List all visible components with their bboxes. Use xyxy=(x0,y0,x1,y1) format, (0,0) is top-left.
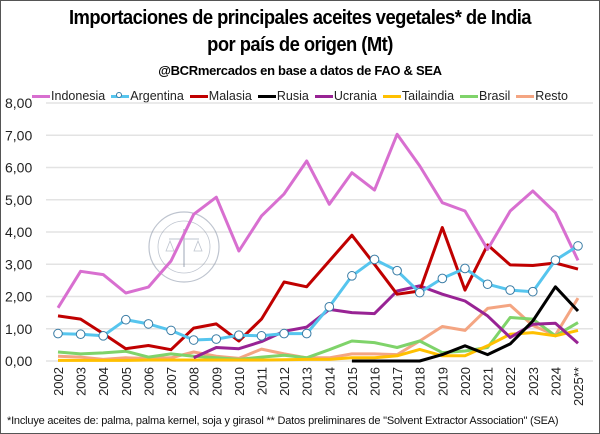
data-point-argentina xyxy=(98,331,109,341)
legend-label: Ucrania xyxy=(333,89,377,103)
legend-item-indonesia: Indonesia xyxy=(32,89,105,103)
y-tick-label: 3,00 xyxy=(5,256,32,272)
data-point-argentina xyxy=(347,271,357,281)
x-tick-label: 2014 xyxy=(322,367,337,396)
x-tick-label: 2011 xyxy=(254,367,269,395)
legend-item-rusia: Rusia xyxy=(257,89,309,103)
y-tick-label: 5,00 xyxy=(5,192,32,208)
x-tick-label: 2010 xyxy=(232,367,247,396)
x-tick-label: 2005 xyxy=(119,367,134,396)
data-point-argentina xyxy=(437,273,448,284)
data-point-argentina xyxy=(505,285,515,295)
x-tick-label: 2004 xyxy=(96,367,111,396)
x-tick-label: 2016 xyxy=(368,367,383,396)
legend-item-malasia: Malasia xyxy=(189,89,252,103)
x-tick-label: 2015 xyxy=(345,367,360,396)
data-point-argentina xyxy=(369,254,380,265)
legend-swatch xyxy=(314,94,333,98)
data-point-argentina xyxy=(324,302,335,312)
series-line-ucrania xyxy=(193,284,579,360)
watermark-seal-logo xyxy=(148,211,220,283)
data-point-argentina xyxy=(143,319,154,329)
x-tick-label: 2003 xyxy=(74,367,89,396)
x-tick-label: 2013 xyxy=(300,367,315,396)
legend-swatch xyxy=(460,94,479,98)
legend-swatch xyxy=(189,94,208,98)
x-tick-label: 2008 xyxy=(187,367,202,396)
footnote: *Incluye aceites de: palma, palma kernel… xyxy=(7,415,559,427)
series-line-resto xyxy=(57,297,580,361)
legend-swatch xyxy=(382,94,401,98)
x-tick-label: 2006 xyxy=(141,367,156,396)
chart-title-line1: Importaciones de principales aceites veg… xyxy=(68,7,532,29)
y-tick-label: 6,00 xyxy=(5,160,32,176)
data-point-argentina xyxy=(256,331,267,341)
y-tick-label: 0,00 xyxy=(5,353,32,369)
data-point-argentina xyxy=(527,286,538,297)
chart-subtitle: @BCRmercados en base a datos de FAO & SE… xyxy=(158,63,442,78)
legend-label: Malasia xyxy=(208,89,252,103)
x-tick-label: 2023 xyxy=(526,367,541,396)
x-tick-label: 2002 xyxy=(51,367,66,396)
data-point-argentina xyxy=(482,279,493,290)
data-point-argentina xyxy=(121,314,131,325)
data-point-argentina xyxy=(166,325,176,336)
y-tick-label: 8,00 xyxy=(5,95,32,111)
legend-label: Tailaindia xyxy=(401,89,455,103)
legend-label: Argentina xyxy=(130,89,184,103)
x-tick-label: 2021 xyxy=(481,367,496,396)
y-tick-label: 2,00 xyxy=(5,289,32,305)
series-line-rusia xyxy=(351,285,580,363)
legend-label: Resto xyxy=(535,89,568,103)
data-point-argentina xyxy=(550,255,561,265)
x-tick-label: 2020 xyxy=(458,367,473,396)
data-point-argentina xyxy=(279,328,289,339)
data-point-argentina xyxy=(211,334,222,344)
legend-swatch xyxy=(516,94,535,98)
legend-item-resto: Resto xyxy=(516,89,568,103)
legend-label: Indonesia xyxy=(51,89,106,103)
y-tick-label: 7,00 xyxy=(5,127,32,143)
data-point-argentina xyxy=(234,330,244,341)
legend-item-argentina: Argentina xyxy=(111,89,184,103)
data-point-argentina xyxy=(460,263,470,274)
data-point-argentina xyxy=(392,265,402,276)
legend-label: Brasil xyxy=(479,89,511,103)
x-tick-label: 2024 xyxy=(548,367,563,396)
data-point-argentina xyxy=(53,328,63,339)
data-point-argentina xyxy=(414,287,425,298)
data-point-argentina xyxy=(75,329,86,340)
x-tick-label: 2017 xyxy=(390,367,405,396)
legend-swatch xyxy=(257,94,276,98)
data-point-argentina xyxy=(301,328,312,339)
legend-item-brasil: Brasil xyxy=(460,89,510,103)
legend-swatch xyxy=(32,94,51,98)
legend-label: Rusia xyxy=(276,89,309,103)
y-tick-label: 1,00 xyxy=(5,321,32,337)
chart-title-line2: por país de origen (Mt) xyxy=(207,34,393,56)
series-line-tailaindia xyxy=(58,328,579,362)
data-point-argentina xyxy=(573,241,583,251)
x-tick-label: 2019 xyxy=(435,367,450,396)
legend: Indonesia Argentina Malasia Rusia Ucrania Tai… xyxy=(1,89,599,103)
x-tick-label: 2018 xyxy=(413,367,428,396)
x-tick-label: 2025** xyxy=(571,367,586,406)
x-tick-label: 2022 xyxy=(503,367,518,396)
legend-swatch xyxy=(111,91,130,98)
x-tick-label: 2012 xyxy=(277,367,292,396)
data-point-argentina xyxy=(188,335,199,345)
legend-item-ucrania: Ucrania xyxy=(314,89,377,103)
x-tick-label: 2007 xyxy=(164,367,179,396)
legend-item-tailaindia: Tailaindia xyxy=(382,89,455,103)
y-tick-label: 4,00 xyxy=(5,224,32,240)
series-line-malasia xyxy=(57,226,579,352)
x-tick-label: 2009 xyxy=(209,367,224,396)
series-line-indonesia xyxy=(56,132,580,309)
